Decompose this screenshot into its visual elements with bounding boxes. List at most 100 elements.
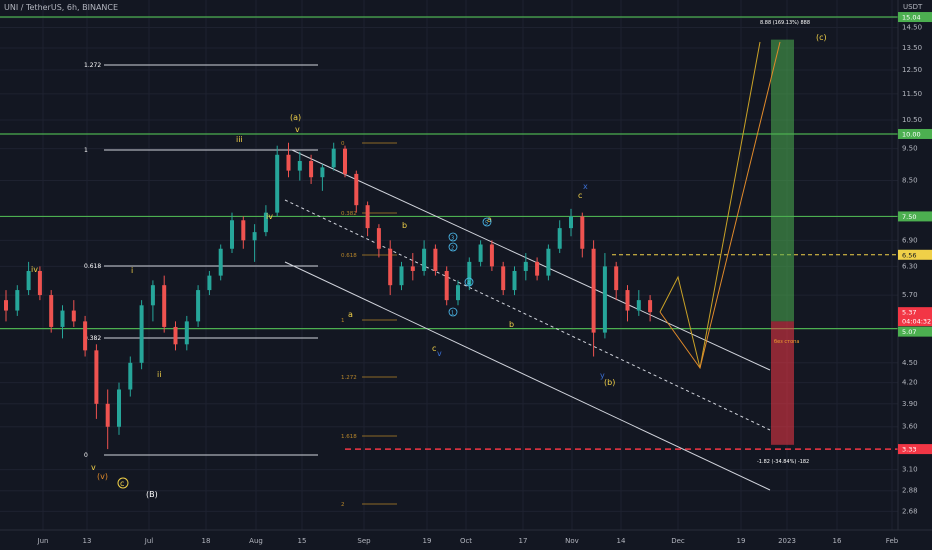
wave-circle [448,242,458,252]
candle-body [275,154,280,213]
price-tag [898,316,932,327]
candle-body [4,300,8,311]
projection-path-orange [659,41,781,370]
wave-circle-label: 1 [451,311,454,317]
candle-body [580,216,585,249]
candle-body [83,321,88,351]
candle-body [230,220,234,249]
candle-body [297,161,302,171]
candle-body [94,350,99,404]
wave-label: iv [31,265,38,274]
wave-label: a [348,310,353,319]
fib-small-label: 0.382 [341,211,357,217]
wave-label: (a) [290,113,301,122]
candle-body [37,270,42,296]
x-tick-label: Nov [565,537,579,545]
y-tick-label: 3.60 [902,423,918,431]
price-unit: USDT [903,3,923,11]
x-tick-label: Feb [886,537,899,545]
y-tick-label: 13.50 [902,44,922,52]
fib-level-label: 0 [84,452,88,459]
y-tick-label: 10.50 [902,116,922,124]
candle-body [444,270,449,301]
stop-label: -1.82 (-34.84%) -182 [757,459,809,465]
wave-circle-label: 5 [485,221,488,227]
x-tick-label: 19 [423,537,432,545]
price-tag-label: 3.33 [902,446,916,454]
fib-level-label: 0.618 [84,263,101,270]
wave-label: (c) [816,33,827,42]
x-tick-label: Dec [671,537,685,545]
price-tag-label: 5.07 [902,328,916,336]
wave-circle-label: 2 [451,246,454,252]
x-tick-label: Jun [37,537,49,545]
candle-body [263,212,268,233]
candle-body [433,248,438,271]
wave-circle-label: 3 [451,236,454,242]
channel-mid [284,199,771,431]
fib-small-label: 1.272 [341,375,357,381]
candle-body [478,244,483,262]
wave-label: v [295,125,300,134]
candle-body [331,148,336,168]
candle-body [150,285,155,306]
candle-body [614,266,619,291]
candle-body [410,266,415,271]
y-tick-label: 9.50 [902,145,918,153]
x-tick-label: Oct [460,537,472,545]
candle-body [546,248,551,276]
candle-body [512,270,517,291]
y-tick-label: 4.20 [902,379,918,387]
candle-body [184,321,189,345]
projection-path-yellow [659,41,761,369]
price-tag [898,128,932,139]
y-tick-label: 3.90 [902,400,918,408]
x-tick-label: 13 [83,537,92,545]
candle-body [489,244,494,267]
candle-body [602,266,607,333]
candle-body [456,285,460,301]
x-tick-label: 19 [737,537,746,545]
wave-label: c [432,344,436,353]
candle-body [196,290,201,322]
price-tag [898,249,932,260]
x-tick-label: Aug [249,537,263,545]
y-tick-label: 5.70 [902,291,918,299]
wave-label: ii [157,370,161,379]
wave-label: b [509,320,514,329]
y-tick-label: 3.10 [902,466,918,474]
candle-body [241,220,246,241]
wave-label: iv [266,212,273,221]
x-tick-label: 17 [519,537,528,545]
candle-body [71,310,76,322]
x-tick-label: 18 [202,537,211,545]
candle-body [591,248,596,333]
candle-body [218,248,223,276]
wave-label: (v) [97,472,108,481]
wave-circle-c [117,477,129,489]
channel-top [291,149,771,371]
fib-small-label: 0.618 [341,253,357,259]
x-tick-label: Jul [144,537,154,545]
fib-level-label: 1.272 [84,62,101,69]
price-tag-label: 10.00 [902,130,921,138]
candle-body [523,261,528,271]
wave-label: v [437,349,442,358]
wave-circle [464,277,474,287]
candle-body [422,248,427,271]
wave-label: v [91,463,96,472]
price-tag [898,444,932,455]
candle-body [320,167,325,178]
candle-body [252,232,257,241]
candle-body [535,261,540,276]
candle-body [309,161,314,178]
candle-body [343,148,347,174]
candle-body [501,266,506,291]
price-tag-label: 15.04 [902,14,921,22]
wave-label: i [131,266,133,275]
candle-body [388,248,393,286]
candle-body [399,266,404,286]
price-tag [898,12,932,23]
candle-body [162,285,167,327]
